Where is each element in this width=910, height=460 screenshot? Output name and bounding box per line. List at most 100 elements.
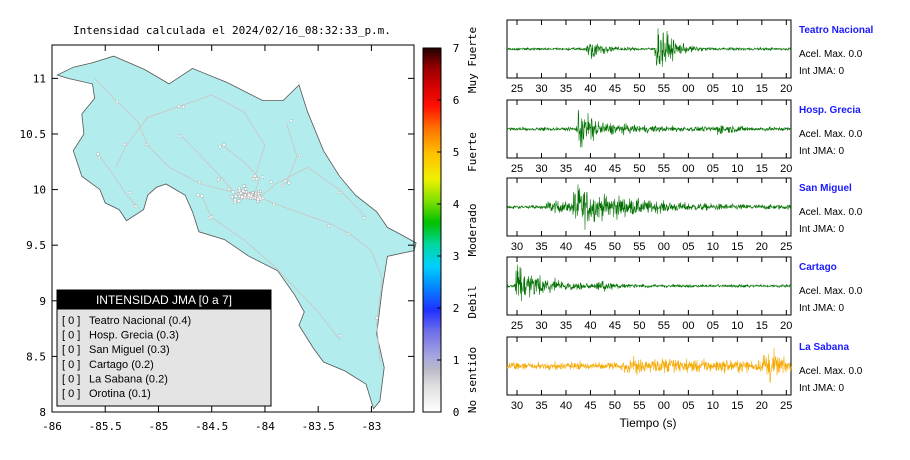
- town-dot: [261, 196, 265, 200]
- trace-tick-label: 30: [535, 83, 547, 95]
- trace-intensity-label: Int JMA: 0: [799, 224, 844, 235]
- trace-tick-label: 45: [584, 241, 596, 253]
- seismogram-panel: 30 35 40 45 50 55 00 05 10 15 20 25 La Sabana Acel. M…: [506, 336, 863, 412]
- town-dot: [241, 189, 245, 193]
- trace-station-name: La Sabana: [799, 342, 849, 353]
- time-axis-label: Tiempo (s): [620, 416, 677, 430]
- town-dot: [96, 152, 100, 156]
- intensity-colorbar: 0 1 2 3 4 5 6 7 No sentido Debil Moderado Fuerte Muy…: [422, 27, 479, 419]
- town-dot: [145, 143, 148, 146]
- road: [285, 122, 298, 185]
- trace-tick-label: 15: [731, 400, 743, 412]
- town-dot: [269, 180, 273, 184]
- trace-tick-label: 15: [756, 83, 768, 95]
- town-dot: [115, 100, 119, 103]
- road: [259, 196, 383, 363]
- trace-station-name: Cartago: [799, 262, 837, 273]
- legend-station: Cartago (0.2): [89, 359, 154, 371]
- town-dot: [338, 190, 341, 194]
- town-dot: [134, 204, 138, 208]
- trace-tick-label: 05: [682, 241, 694, 253]
- trace-tick-label: 50: [633, 163, 645, 175]
- trace-tick-label: 25: [780, 241, 792, 253]
- trace-tick-label: 10: [707, 241, 719, 253]
- town-dot: [97, 156, 101, 160]
- legend-station: Teatro Nacional (0.4): [89, 315, 191, 327]
- road: [179, 133, 234, 193]
- town-dot: [253, 174, 257, 178]
- colorbar-category-label: Debil: [466, 285, 479, 318]
- town-dot: [196, 193, 200, 197]
- town-dot: [200, 194, 204, 198]
- y-tick-label: 9: [39, 295, 46, 308]
- trace-tick-label: 35: [560, 163, 572, 175]
- x-tick-label: -84.5: [195, 420, 228, 433]
- colorbar-category-label: Moderado: [466, 204, 479, 257]
- town-dot: [287, 181, 291, 185]
- trace-tick-label: 45: [584, 400, 596, 412]
- town-dot: [222, 143, 226, 147]
- x-tick-label: -85.5: [89, 420, 122, 433]
- trace-tick-label: 10: [731, 163, 743, 175]
- trace-accel-label: Acel. Max. 0.0: [799, 49, 863, 60]
- town-dot: [181, 105, 185, 109]
- town-dot: [128, 191, 131, 194]
- waveform-line: [506, 109, 792, 148]
- trace-tick-label: 40: [584, 320, 596, 332]
- trace-tick-label: 45: [609, 83, 621, 95]
- map-frame: [51, 44, 415, 413]
- town-dot: [233, 200, 237, 204]
- trace-tick-label: 25: [511, 163, 523, 175]
- trace-tick-label: 20: [780, 320, 792, 332]
- trace-accel-label: Acel. Max. 0.0: [799, 366, 863, 377]
- town-dots: [96, 100, 379, 338]
- trace-tick-label: 35: [535, 241, 547, 253]
- town-dot: [231, 190, 235, 194]
- waveform-line: [506, 184, 792, 230]
- trace-tick-label: 50: [633, 320, 645, 332]
- colorbar-category-label: Fuerte: [466, 132, 479, 172]
- road: [259, 166, 367, 218]
- town-dot: [261, 175, 264, 179]
- trace-tick-label: 05: [707, 320, 719, 332]
- colorbar-tick-label: 0: [453, 406, 460, 419]
- trace-tick-label: 40: [560, 241, 572, 253]
- legend-body: [56, 308, 272, 407]
- trace-tick-label: 50: [609, 400, 621, 412]
- colorbar-tick-label: 7: [453, 42, 460, 55]
- intensity-legend: INTENSIDAD JMA [0 a 7] [ 0 ] Teatro Nacion…: [56, 289, 272, 407]
- trace-tick-label: 10: [731, 83, 743, 95]
- town-dot: [347, 232, 350, 236]
- y-tick-label: 9.5: [26, 239, 46, 252]
- town-dot: [233, 198, 237, 202]
- waveform-line: [506, 347, 792, 383]
- y-tick-label: 10.5: [20, 128, 47, 141]
- town-dot: [289, 119, 293, 123]
- legend-header: [57, 290, 271, 309]
- town-dot: [327, 224, 330, 228]
- town-dot: [257, 191, 261, 195]
- map-title: Intensidad calculada el 2024/02/16_08:32…: [73, 24, 391, 37]
- y-tick-label: 8.5: [26, 350, 46, 363]
- trace-tick-label: 20: [756, 241, 768, 253]
- legend-code: [ 0 ]: [62, 344, 80, 356]
- town-dot: [177, 104, 181, 108]
- legend-station: San Miguel (0.3): [89, 344, 170, 356]
- seismogram-panel: 25 30 35 40 45 50 55 00 05 10 15 20 Hosp. Grecia Acel…: [506, 99, 863, 175]
- y-tick-label: 11: [33, 72, 46, 85]
- trace-tick-label: 00: [682, 83, 694, 95]
- trace-tick-label: 30: [511, 400, 523, 412]
- legend-station: Orotina (0.1): [89, 388, 151, 400]
- trace-tick-label: 35: [535, 400, 547, 412]
- trace-tick-label: 00: [658, 241, 670, 253]
- town-dot: [281, 183, 284, 187]
- trace-tick-label: 55: [658, 163, 670, 175]
- legend-station: Hosp. Grecia (0.3): [89, 330, 179, 342]
- town-dot: [272, 202, 276, 206]
- trace-tick-label: 40: [584, 163, 596, 175]
- trace-tick-label: 55: [633, 241, 645, 253]
- y-tick-label: 8: [39, 406, 46, 419]
- trace-tick-label: 20: [780, 163, 792, 175]
- town-dot: [230, 195, 234, 199]
- town-dot: [240, 195, 244, 199]
